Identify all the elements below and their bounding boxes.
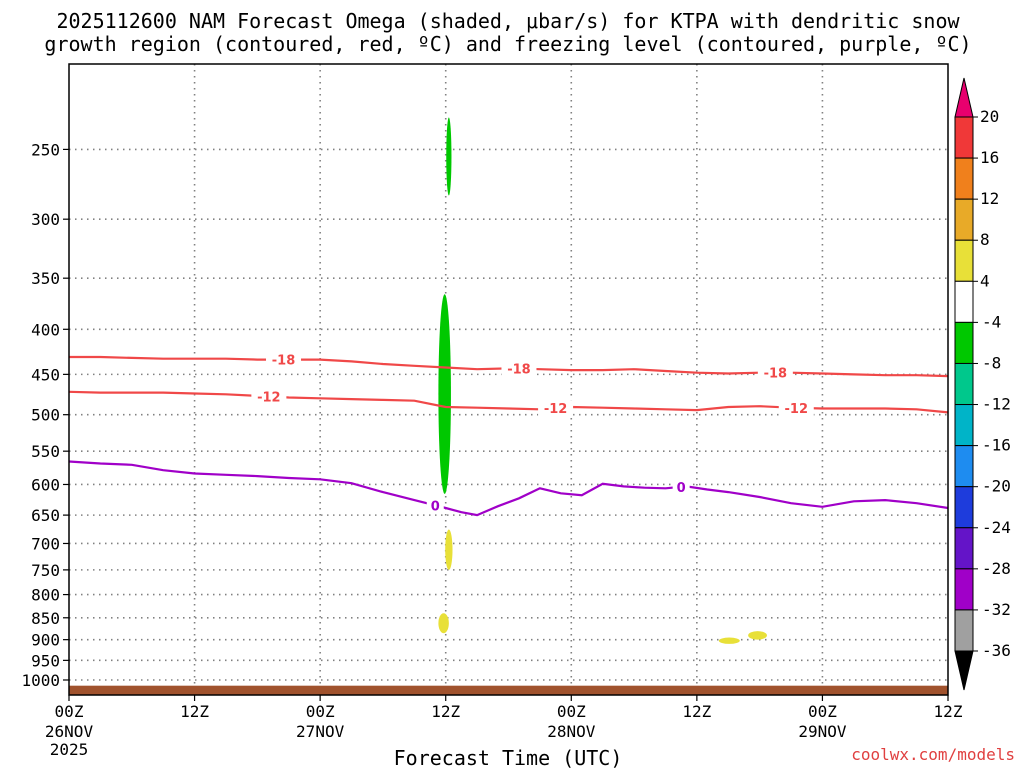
- y-tick-label-550: 550: [31, 442, 60, 461]
- contour-label-bg-0-1: [672, 478, 690, 495]
- omega-blob-5: [748, 631, 767, 640]
- contour-label--12-2: -12: [785, 402, 809, 417]
- y-tick-label-700: 700: [31, 534, 60, 553]
- x-tick-label-5: 12Z: [682, 702, 711, 721]
- colorbar-box-3: [954, 239, 974, 282]
- x-tick-label-2: 00Z: [306, 702, 335, 721]
- contour-label-bg--18-2: [757, 364, 793, 381]
- omega-blob-2: [445, 529, 453, 570]
- chart-title-line-2: growth region (contoured, red, ºC) and f…: [44, 32, 971, 56]
- colorbar-label-0: 20: [980, 107, 999, 126]
- contour-line--12: [68, 390, 949, 414]
- colorbar-label-3: 8: [980, 230, 990, 249]
- x-axis-label: Forecast Time (UTC): [394, 746, 623, 768]
- x-tick-label-3: 12Z: [431, 702, 460, 721]
- colorbar-box-5: [954, 321, 974, 364]
- terrain-layer: [69, 685, 948, 695]
- x-tick-date-0: 26NOV: [45, 722, 94, 741]
- omega-blob-3: [438, 613, 449, 634]
- y-tick-label-500: 500: [31, 406, 60, 425]
- contour-label-bg--18-1: [501, 360, 537, 377]
- colorbar-box-0: [954, 116, 974, 159]
- y-tick-label-350: 350: [31, 269, 60, 288]
- y-tick-label-950: 950: [31, 651, 60, 670]
- colorbar-label-10: -24: [982, 518, 1011, 537]
- y-tick-label-900: 900: [31, 631, 60, 650]
- x-tick-date-2: 27NOV: [296, 722, 345, 741]
- contour-label-bg--12-1: [538, 400, 574, 417]
- contour-lines: [68, 355, 949, 517]
- omega-blob-0: [446, 117, 452, 196]
- contour-label-0-0: 0: [431, 499, 440, 514]
- colorbar-label-13: -36: [982, 641, 1011, 660]
- colorbar-label-2: 12: [980, 189, 999, 208]
- grid-lines: [69, 64, 948, 695]
- colorbar-box-9: [954, 486, 974, 529]
- y-tick-label-600: 600: [31, 475, 60, 494]
- x-tick-date-4: 28NOV: [547, 722, 596, 741]
- colorbar-label-6: -8: [982, 353, 1001, 372]
- colorbar-top-arrow: [954, 77, 974, 118]
- x-tick-label-7: 12Z: [934, 702, 963, 721]
- y-tick-label-850: 850: [31, 609, 60, 628]
- contour-line-0: [68, 460, 949, 517]
- omega-blob-4: [718, 637, 740, 644]
- x-tick-label-6: 00Z: [808, 702, 837, 721]
- x-tick-label-1: 12Z: [180, 702, 209, 721]
- x-tick-date-6: 29NOV: [798, 722, 847, 741]
- contour-label--18-1: -18: [507, 363, 531, 378]
- y-tick-label-400: 400: [31, 320, 60, 339]
- y-tick-label-650: 650: [31, 506, 60, 525]
- contour-label-bg--18-0: [266, 351, 302, 368]
- colorbar-label-4: 4: [980, 271, 990, 290]
- contour-labels: -18 -18 -18 -12 -12 -12 0 0: [251, 351, 814, 514]
- contour-label-bg--12-0: [251, 388, 287, 405]
- colorbar-box-12: [954, 609, 974, 652]
- credit-text: coolwx.com/models: [851, 745, 1015, 764]
- contour-label--18-0: -18: [272, 354, 296, 369]
- colorbar-label-9: -20: [982, 477, 1011, 496]
- chart-title-line-1: 2025112600 NAM Forecast Omega (shaded, μ…: [56, 9, 960, 33]
- colorbar-label-1: 16: [980, 148, 999, 167]
- colorbar-box-8: [954, 445, 974, 488]
- colorbar-label-12: -32: [982, 600, 1011, 619]
- colorbar-box-4: [954, 280, 974, 323]
- y-tick-label-750: 750: [31, 561, 60, 580]
- plot-frame: [68, 63, 949, 696]
- contour-label--18-2: -18: [764, 367, 788, 382]
- colorbar-box-10: [954, 527, 974, 570]
- colorbar-box-2: [954, 198, 974, 241]
- colorbar-label-11: -28: [982, 559, 1011, 578]
- y-tick-label-250: 250: [31, 140, 60, 159]
- omega-blob-1: [438, 294, 451, 494]
- contour-label-0-1: 0: [677, 481, 686, 496]
- x-tick-year-0: 2025: [50, 740, 89, 759]
- contour-label--12-0: -12: [257, 390, 281, 405]
- y-tick-label-1000: 1000: [21, 671, 60, 690]
- colorbar-box-6: [954, 362, 974, 406]
- contour-label--12-1: -12: [544, 402, 568, 417]
- colorbar-box-1: [954, 157, 974, 200]
- contour-label-bg-0-0: [426, 497, 444, 514]
- x-tick-label-4: 00Z: [557, 702, 586, 721]
- y-tick-label-450: 450: [31, 365, 60, 384]
- contour-label-bg--12-2: [778, 399, 814, 416]
- y-tick-label-800: 800: [31, 586, 60, 605]
- colorbar-label-7: -12: [982, 395, 1011, 414]
- x-tick-label-0: 00Z: [55, 702, 84, 721]
- colorbar-label-8: -16: [982, 436, 1011, 455]
- colorbar-box-7: [954, 404, 974, 447]
- omega-shading: [438, 117, 767, 644]
- terrain-surface: [69, 685, 948, 695]
- y-tick-label-300: 300: [31, 210, 60, 229]
- colorbar-bottom-arrow: [954, 650, 974, 691]
- colorbar: 20 16 12 8 4 -4 -8 -12 -16 -20 -24 -28 -32 -36: [954, 77, 1011, 691]
- colorbar-label-5: -4: [982, 312, 1001, 331]
- colorbar-box-11: [954, 568, 974, 611]
